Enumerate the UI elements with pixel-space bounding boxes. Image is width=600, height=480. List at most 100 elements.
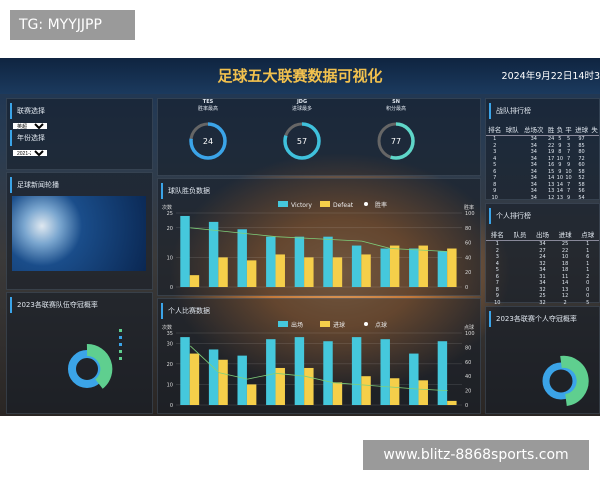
table-row[interactable]: 3 34 19 8 7 80 xyxy=(486,149,599,156)
table-row[interactable]: 7 34 14 10 10 52 xyxy=(486,175,599,182)
table-row[interactable]: 5 34 18 1 xyxy=(486,267,599,274)
table-row[interactable]: 8 32 13 0 xyxy=(486,287,599,294)
table-row[interactable]: 4 34 17 10 7 72 xyxy=(486,156,599,163)
watermark-bottom: www.blitz-8868sports.com xyxy=(363,440,589,470)
bar-primary xyxy=(437,341,448,405)
team-pie-panel: 2023各联赛队伍夺冠概率 xyxy=(6,292,153,414)
bar-primary xyxy=(380,248,390,287)
bar-secondary xyxy=(389,245,400,287)
bar-primary xyxy=(180,215,190,287)
table-cell: 1 xyxy=(586,247,590,254)
table-cell: 13 xyxy=(547,188,555,194)
bar-secondary xyxy=(361,376,371,405)
bar-primary xyxy=(266,236,276,287)
table-cell: 58 xyxy=(578,168,585,175)
table-row[interactable]: 2 27 22 1 xyxy=(486,248,599,255)
header: 足球五大联赛数据可视化 2024年9月22日14时3 xyxy=(0,58,600,94)
y-tick-label: 35 xyxy=(167,331,173,337)
table-row[interactable]: 10 34 12 13 9 54 xyxy=(486,195,599,202)
table-cell: 27 xyxy=(539,247,546,254)
table-cell: 25 xyxy=(561,241,569,247)
bar-secondary xyxy=(418,245,428,287)
table-cell: 0 xyxy=(586,286,590,293)
table-cell: 9 xyxy=(558,162,562,168)
table-cell: 10 xyxy=(561,254,569,260)
table-cell: 0 xyxy=(586,293,590,299)
y2-tick-label: 40 xyxy=(465,374,471,380)
column-header: 球队 xyxy=(503,123,521,136)
table-row[interactable]: 10 32 2 5 xyxy=(486,300,599,307)
year-select[interactable]: 2021-2022 xyxy=(13,150,47,156)
table-cell: 52 xyxy=(578,175,585,181)
bar-secondary xyxy=(361,254,371,287)
table-cell: 2 xyxy=(495,247,499,254)
table-cell: 10 xyxy=(565,168,572,175)
table-cell: 5 xyxy=(586,299,590,306)
table-cell: 15 xyxy=(547,168,555,175)
table-cell: 31 xyxy=(539,273,546,280)
legend-swatch xyxy=(320,321,330,327)
table-cell: 58 xyxy=(578,181,585,188)
table-cell: 6 xyxy=(586,254,590,260)
table-cell: 16 xyxy=(547,162,555,168)
table-row[interactable]: 6 34 15 9 10 58 xyxy=(486,169,599,176)
bar-secondary xyxy=(447,400,457,405)
table-cell: 1 xyxy=(493,136,497,142)
bar-primary xyxy=(409,353,419,405)
y2-tick-label: 40 xyxy=(465,255,471,261)
watermark-top: TG: MYYJJPP xyxy=(10,10,135,40)
bar-primary xyxy=(266,339,276,405)
table-cell: 6 xyxy=(495,273,499,280)
column-header: 进球 xyxy=(553,228,577,241)
table-cell: 10 xyxy=(491,194,498,201)
table-cell: 25 xyxy=(539,293,546,299)
column-header: 排名 xyxy=(486,123,504,136)
table-cell: 5 xyxy=(493,162,497,168)
gauge-ring: 24 xyxy=(189,122,227,160)
y2-axis-label: 胜率 xyxy=(464,204,474,211)
team-rank-title: 战队排行榜 xyxy=(489,103,596,119)
table-cell: 24 xyxy=(547,136,555,142)
column-header: 进球 xyxy=(572,123,591,136)
bar-primary xyxy=(351,337,362,405)
table-row[interactable]: 3 24 10 6 xyxy=(486,254,599,261)
table-cell: 9 xyxy=(558,142,562,149)
y2-tick-label: 60 xyxy=(465,360,471,366)
filter-panel: 联赛选择 英超 年份选择 2021-2022 xyxy=(6,98,153,170)
table-cell: 2 xyxy=(586,273,590,280)
table-cell xyxy=(590,136,599,143)
table-cell: 8 xyxy=(495,286,499,293)
table-cell: 34 xyxy=(530,194,537,201)
table-cell: 7 xyxy=(566,149,571,155)
table-row[interactable]: 9 25 12 0 xyxy=(486,293,599,300)
table-cell: 7 xyxy=(493,175,497,181)
bar-secondary xyxy=(246,260,257,287)
table-cell: 32 xyxy=(539,286,546,293)
table-row[interactable]: 5 34 16 9 9 60 xyxy=(486,162,599,169)
table-row[interactable]: 1 34 24 5 5 97 xyxy=(486,136,599,143)
table-cell: 34 xyxy=(530,149,537,155)
pie-ring xyxy=(542,362,580,400)
bar-secondary xyxy=(304,367,314,405)
table-row[interactable]: 4 32 18 1 xyxy=(486,261,599,268)
table-row[interactable]: 1 34 25 1 xyxy=(486,241,599,248)
y-tick-label: 0 xyxy=(170,403,173,409)
table-cell: 72 xyxy=(578,155,585,162)
column-header: 总场次 xyxy=(520,123,547,136)
table-row[interactable]: 7 34 14 0 xyxy=(486,280,599,287)
legend-swatch xyxy=(364,322,368,326)
bar-secondary xyxy=(218,257,228,287)
table-cell: 22 xyxy=(547,142,555,149)
table-row[interactable]: 6 31 11 2 xyxy=(486,274,599,281)
table-row[interactable]: 2 34 22 9 3 85 xyxy=(486,143,599,150)
team-rank-panel: 战队排行榜 排名 球队 总场次胜负平进球失 1 34 24 5 5 97 2 34 22 9 3 85 3 34… xyxy=(485,98,600,202)
table-cell: 34 xyxy=(530,136,537,142)
player-match-chart: 出场 进球 点球 次数 点球 0 10 20 30 35 0 20 40 60 80 100 xyxy=(162,321,475,409)
table-row[interactable]: 9 34 13 14 7 56 xyxy=(486,188,599,195)
y-tick-label: 0 xyxy=(170,285,173,291)
table-row[interactable]: 8 34 13 14 7 58 xyxy=(486,182,599,189)
datetime: 2024年9月22日14时3 xyxy=(501,71,600,82)
news-carousel-image[interactable] xyxy=(12,196,146,271)
league-select[interactable]: 英超 xyxy=(13,123,47,129)
column-header: 负 xyxy=(555,123,565,136)
